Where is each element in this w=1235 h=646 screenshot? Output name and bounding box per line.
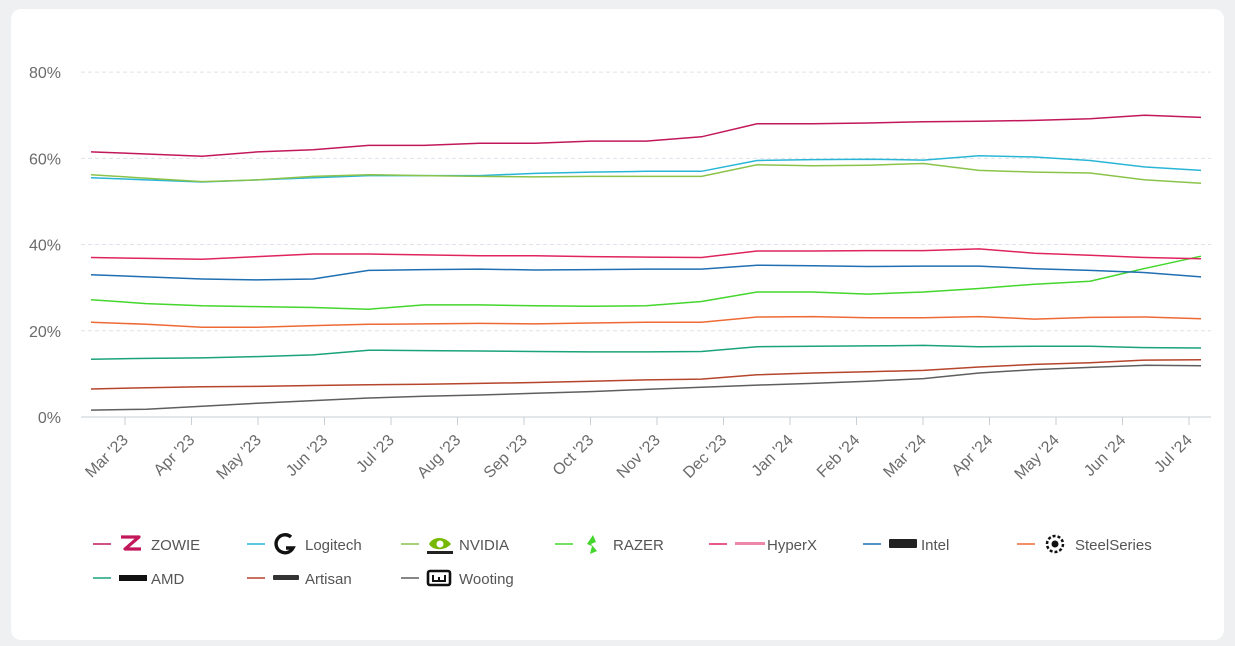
legend-label: ZOWIE — [151, 537, 200, 554]
legend-item-steelseries[interactable]: SteelSeries — [1017, 534, 1152, 554]
legend-label: Logitech — [305, 537, 362, 554]
wooting-logo-icon — [426, 569, 452, 587]
series-line-zowie — [90, 114, 1202, 157]
razer-logo-icon — [587, 535, 597, 554]
legend-item-razer[interactable]: RAZER — [555, 535, 664, 554]
x-tick-label: Sep '23 — [481, 432, 531, 482]
y-tick-label: 20% — [29, 324, 61, 341]
x-tick-label: Aug '23 — [414, 432, 464, 482]
x-tick-label: Oct '23 — [550, 432, 598, 480]
amd-logo-icon — [119, 575, 147, 581]
legend-item-artisan[interactable]: Artisan — [247, 571, 352, 588]
x-tick-label: Jun '23 — [283, 432, 331, 480]
legend-item-intel[interactable]: Intel — [863, 537, 949, 554]
y-tick-label: 40% — [29, 238, 61, 255]
hyperx-logo-icon — [735, 542, 765, 545]
legend-label: Intel — [921, 537, 949, 554]
legend-item-nvidia[interactable]: NVIDIA — [401, 537, 509, 554]
artisan-logo-icon — [273, 575, 299, 580]
x-tick-label: Apr '23 — [151, 432, 199, 480]
line-chart: 0% 20% 40% 60% 80% Mar '23 Apr '23 May '23 Jun … — [29, 65, 1211, 588]
series-line-logitech — [90, 154, 1202, 183]
legend-item-wooting[interactable]: Wooting — [401, 569, 514, 588]
x-tick-label: Jan '24 — [749, 432, 797, 480]
legend-label: Artisan — [305, 571, 352, 588]
y-tick-label: 0% — [38, 410, 61, 427]
series-line-amd — [90, 344, 1202, 360]
nvidia-logo-icon — [427, 538, 453, 554]
x-tick-label: Dec '23 — [680, 432, 730, 482]
legend-label: Wooting — [459, 571, 514, 588]
y-tick-label: 60% — [29, 151, 61, 168]
intel-logo-icon — [889, 539, 917, 548]
x-tick-label: Apr '24 — [949, 432, 997, 480]
legend-label: NVIDIA — [459, 537, 509, 554]
legend-item-hyperx[interactable]: HyperX — [709, 537, 817, 554]
series-line-wooting — [90, 364, 1202, 411]
x-tick-label: Mar '24 — [880, 432, 929, 481]
y-tick-label: 80% — [29, 65, 61, 82]
legend-label: SteelSeries — [1075, 537, 1152, 554]
x-tick-label: Jun '24 — [1081, 432, 1129, 480]
x-tick-label: Mar '23 — [82, 432, 131, 481]
legend-label: HyperX — [767, 537, 817, 554]
series-line-steelseries — [90, 315, 1202, 329]
chart-card: 0% 20% 40% 60% 80% Mar '23 Apr '23 May '23 Jun … — [11, 9, 1224, 640]
series-line-hyperx — [90, 248, 1202, 260]
legend-label: RAZER — [613, 537, 664, 554]
series-line-intel — [90, 264, 1202, 281]
logitech-logo-icon — [274, 533, 296, 555]
x-tick-label: May '23 — [214, 432, 265, 483]
series-line-artisan — [90, 358, 1202, 390]
legend-item-zowie[interactable]: ZOWIE — [93, 535, 200, 554]
legend-item-amd[interactable]: AMD — [93, 571, 185, 588]
series-line-razer — [90, 255, 1202, 310]
series-line-nvidia — [90, 162, 1202, 185]
x-tick-label: Jul '24 — [1151, 432, 1195, 476]
x-tick-label: Nov '23 — [614, 432, 664, 482]
x-tick-label: Jul '23 — [353, 432, 397, 476]
steelseries-logo-icon — [1045, 534, 1065, 554]
legend-item-logitech[interactable]: Logitech — [247, 533, 362, 555]
x-tick-label: Feb '24 — [814, 432, 863, 481]
legend-label: AMD — [151, 571, 185, 588]
zowie-logo-icon — [121, 535, 141, 551]
x-tick-label: May '24 — [1012, 432, 1063, 483]
